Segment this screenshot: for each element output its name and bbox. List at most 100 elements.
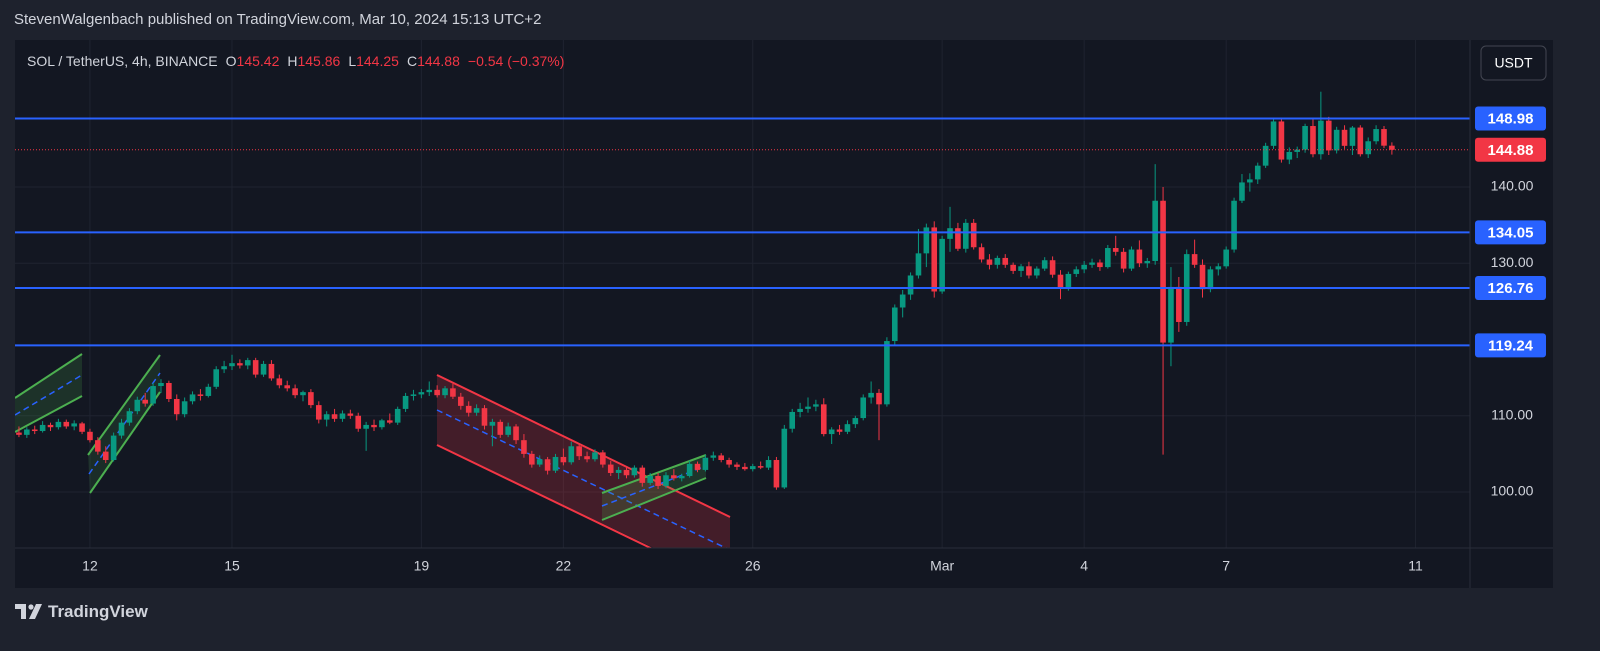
candle-body (947, 228, 953, 239)
candle-body (1389, 145, 1395, 150)
candle-body (868, 392, 874, 398)
candle-body (1278, 121, 1285, 160)
channel-line (601, 454, 707, 494)
channel-line (436, 374, 731, 518)
candle-body (678, 476, 685, 479)
candle-body (102, 451, 109, 461)
candle-body (189, 394, 196, 402)
candle-body (742, 466, 748, 470)
candle-body (1152, 200, 1158, 261)
candle-body (497, 421, 504, 435)
candle-body (734, 464, 740, 467)
candle-body (836, 429, 843, 432)
candle-body (229, 363, 235, 367)
candle-body (1199, 264, 1206, 290)
channel-mid (15, 374, 83, 416)
candle-body (1381, 129, 1387, 146)
x-tick-label: 15 (224, 558, 240, 574)
x-tick-label: 26 (745, 558, 761, 574)
candle-body (923, 227, 930, 254)
candle-body (118, 422, 125, 436)
candle-body (505, 426, 511, 435)
candle-body (1357, 127, 1364, 155)
candle-body (655, 476, 661, 486)
candle-body (1034, 268, 1040, 276)
candle-body (1112, 248, 1119, 252)
candle-body (1223, 249, 1229, 267)
candle-body (31, 429, 38, 432)
candle-body (276, 378, 283, 386)
last-price-label: 144.88 (1488, 142, 1534, 159)
candle-body (513, 426, 519, 441)
candle-body (1097, 262, 1103, 268)
candle-body (95, 440, 101, 452)
candle-body (852, 418, 859, 425)
candle-body (552, 456, 559, 471)
candle-body (410, 394, 417, 396)
candle-body (1318, 120, 1324, 155)
candle-body (150, 386, 156, 404)
candle-body (79, 423, 85, 432)
symbol-legend: SOL / TetherUS, 4h, BINANCE O145.42 H145.8… (27, 53, 564, 69)
candle-body (1231, 200, 1237, 250)
candle-body (884, 341, 890, 405)
candle-body (1010, 264, 1016, 271)
candle-body (1065, 273, 1072, 288)
candle-body (1136, 249, 1143, 264)
channel-line (15, 353, 83, 399)
candle-body (1168, 286, 1174, 343)
candle-body (955, 228, 961, 249)
candle-body (1262, 145, 1269, 166)
candle-body (718, 455, 724, 461)
candle-body (308, 392, 314, 406)
channel-line (87, 354, 161, 456)
candle-body (694, 463, 701, 470)
candle-body (1049, 260, 1056, 275)
candle-body (1041, 260, 1048, 269)
channel-mid (436, 409, 728, 548)
candle-body (1270, 121, 1277, 146)
level-box (1475, 275, 1546, 300)
candle-body (71, 423, 77, 427)
candle-body (1286, 151, 1293, 160)
candle-body (465, 405, 472, 413)
candle-body (489, 421, 496, 426)
candle-body (797, 408, 803, 412)
high-value: 145.86 (297, 53, 341, 69)
candle-body (1239, 182, 1245, 201)
candle-body (473, 408, 480, 413)
candle-body (813, 404, 819, 407)
candle-body (110, 435, 117, 461)
candle-body (371, 424, 377, 428)
candle-body (402, 395, 409, 409)
candle-body (442, 388, 448, 396)
low-value: 144.25 (356, 53, 399, 69)
brand: TradingView (48, 602, 148, 621)
candle-body (592, 452, 598, 460)
level-box (1475, 106, 1546, 131)
last-price-box (1475, 137, 1546, 162)
candle-body (529, 453, 535, 465)
candle-body (765, 460, 772, 468)
candle-body (1026, 266, 1032, 276)
close-value: 144.88 (417, 53, 460, 69)
candle-body (521, 440, 527, 454)
candle-body (544, 459, 551, 471)
candle-body (686, 463, 693, 477)
x-tick-label: 4 (1080, 558, 1088, 574)
candle-body (757, 466, 764, 468)
publisher-line: StevenWalgenbach published on TradingVie… (14, 11, 542, 28)
channel-fill (15, 354, 82, 432)
open-label: O (225, 53, 237, 69)
candle-body (63, 421, 70, 427)
overlay: 100.00 110.00 130.00 140.00 12 15 19 22 26 Mar 4 7 1… (15, 106, 1546, 574)
channel-line (15, 395, 83, 433)
currency-button[interactable] (1480, 45, 1547, 81)
high-label: H (287, 53, 298, 69)
candle-body (1160, 200, 1166, 343)
candle-body (631, 467, 638, 476)
candle-body (300, 392, 306, 396)
candle-body (1057, 274, 1064, 288)
channel-line (436, 444, 653, 548)
